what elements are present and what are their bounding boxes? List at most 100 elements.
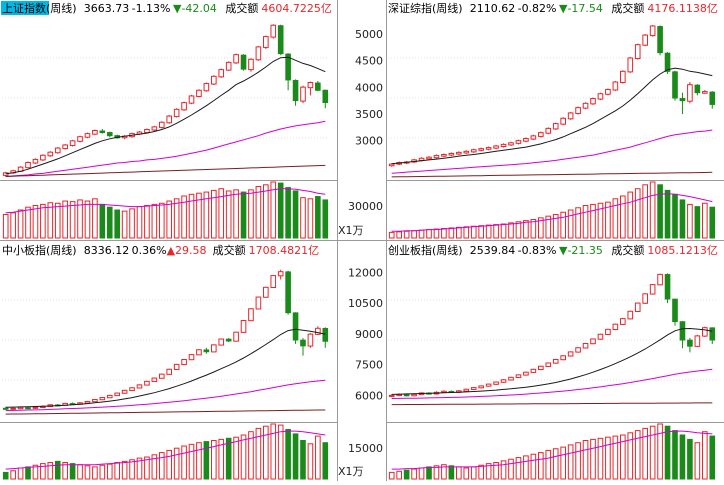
candle-body: [597, 333, 604, 340]
volume-bar: [285, 187, 291, 239]
candle-body: [500, 379, 507, 383]
chart-header: 上证指数 (周线) 3663.73 -1.13% ▼-42.04 成交额 4604.7225…: [1, 1, 332, 15]
grid: [0, 299, 337, 423]
candle-body: [248, 308, 254, 322]
volume-bar: [582, 440, 589, 480]
candle-body: [620, 318, 626, 325]
volume-bar: [396, 470, 402, 480]
y-tick-label: 6000: [355, 389, 383, 402]
candle-body: [181, 359, 187, 366]
volume-bar: [17, 467, 24, 480]
candle-body: [158, 121, 165, 128]
candle-body: [121, 389, 128, 394]
candle-body: [463, 150, 470, 154]
volume-bar: [92, 198, 98, 239]
volume-bar: [418, 229, 425, 239]
volume-bar: [255, 185, 262, 239]
volume-bar: [687, 438, 693, 480]
volume-bar: [77, 199, 83, 239]
volume-bar: [2, 471, 9, 480]
candle-body: [702, 327, 708, 337]
volume-bar: [315, 435, 321, 480]
volume-bar: [17, 209, 24, 239]
volume-bar: [672, 193, 678, 239]
candle-body: [144, 380, 150, 386]
volume-bar: [121, 460, 128, 480]
y-tick-label: 9000: [355, 328, 383, 341]
candle-body: [225, 338, 232, 342]
volume-tick-label: 15000: [348, 442, 383, 455]
volume-bar: [709, 435, 716, 480]
volume-bar: [158, 202, 165, 239]
candle-body: [552, 358, 559, 364]
candle-body: [470, 387, 477, 390]
candle-body: [672, 71, 678, 99]
volume-bars: [2, 181, 329, 239]
volume-bar: [300, 440, 306, 480]
volume-bar: [225, 437, 232, 480]
ma-line-long: [391, 402, 713, 406]
candle-body: [129, 387, 135, 392]
candle-body: [173, 363, 180, 370]
volume-bar: [411, 230, 417, 239]
ma-line-mid: [5, 120, 326, 177]
candle-body: [687, 84, 693, 102]
candle-body: [687, 339, 693, 347]
volume-bar: [657, 184, 663, 239]
y-axis: 12000 10500 9000 7500 6000 15000 X1万: [338, 266, 383, 478]
volume-bar: [158, 452, 165, 480]
volume-bar: [463, 226, 470, 239]
volume-bar: [240, 191, 247, 239]
volume-ma-line: [5, 188, 326, 214]
candle-body: [240, 54, 247, 70]
candle-body: [307, 333, 314, 347]
ma-line-long: [5, 409, 326, 415]
volume-bar: [411, 468, 417, 480]
volume-bar: [25, 206, 31, 239]
candle-body: [218, 69, 225, 78]
volume-bar: [196, 442, 202, 480]
volume-bar: [470, 225, 477, 239]
volume-bar: [642, 184, 648, 239]
candle-body: [188, 354, 195, 361]
volume-bar: [709, 206, 716, 239]
volume-bar: [649, 425, 656, 480]
turnover-value: 1085.1213亿: [647, 244, 718, 257]
candle-body: [530, 135, 537, 140]
volume-bar: [25, 466, 31, 480]
turnover-label: 成交额: [213, 243, 246, 257]
candle-body: [702, 91, 708, 94]
volume-bar: [418, 467, 425, 480]
volume-bar: [203, 441, 210, 480]
chart-header: 创业板指 (周线) 2539.84 -0.83% ▼-21.35 成交额 1085.1213…: [388, 243, 718, 257]
candle-body: [709, 327, 716, 341]
volume-bar: [478, 464, 484, 480]
volume-bar: [300, 197, 306, 239]
candle-body: [285, 271, 291, 314]
candle-body: [567, 112, 574, 120]
candle-body: [32, 158, 39, 164]
volume-bar: [92, 466, 98, 480]
volume-bar: [62, 200, 68, 239]
index-name: 上证指数: [2, 1, 46, 15]
volume-bar: [10, 470, 16, 480]
candle-body: [54, 147, 61, 154]
ma-line-long: [5, 164, 326, 177]
candle-body: [657, 26, 663, 54]
candle-body: [545, 127, 552, 134]
volume-bar: [575, 442, 581, 480]
candle-body: [300, 339, 306, 347]
chart-panel-3: 中小板指 (周线) 8336.12 0.36% ▲29.58 成交额 1708.4821亿: [0, 243, 337, 480]
candle-body: [225, 61, 232, 71]
volume-bar: [277, 424, 284, 480]
volume-bar: [40, 463, 46, 480]
candle-body: [560, 355, 566, 361]
volume-bar: [657, 423, 663, 480]
volume-bar: [441, 464, 447, 480]
candle-body: [292, 312, 299, 341]
volume-bar: [263, 425, 269, 480]
candle-body: [620, 70, 626, 84]
chart-panel-1: 上证指数 (周线) 3663.73 -1.13% ▼-42.04 成交额 4604.7225…: [0, 1, 337, 239]
candle-body: [292, 79, 299, 102]
volume-bar: [255, 427, 262, 480]
